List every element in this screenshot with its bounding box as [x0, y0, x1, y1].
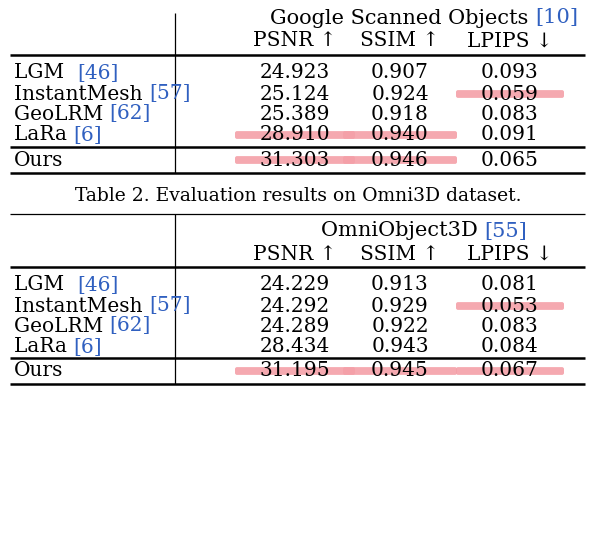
Text: 0.922: 0.922	[371, 316, 429, 336]
Text: GeoLRM: GeoLRM	[14, 316, 110, 336]
Text: SSIM ↑: SSIM ↑	[361, 32, 440, 50]
Text: PSNR ↑: PSNR ↑	[253, 32, 337, 50]
Text: LaRa: LaRa	[14, 337, 73, 357]
Text: LaRa: LaRa	[14, 126, 73, 145]
Text: 0.067: 0.067	[481, 362, 539, 381]
Text: 24.289: 24.289	[260, 316, 330, 336]
Text: [62]: [62]	[110, 316, 151, 336]
FancyBboxPatch shape	[456, 302, 564, 310]
Text: 0.065: 0.065	[481, 151, 539, 170]
Text: LGM: LGM	[14, 64, 77, 83]
Text: 31.303: 31.303	[260, 151, 330, 170]
Text: [10]: [10]	[535, 8, 578, 28]
FancyBboxPatch shape	[235, 131, 355, 139]
Text: 0.929: 0.929	[371, 296, 429, 315]
Text: 24.229: 24.229	[260, 275, 330, 295]
Text: LPIPS ↓: LPIPS ↓	[467, 244, 553, 264]
Text: 0.059: 0.059	[481, 85, 539, 104]
FancyBboxPatch shape	[235, 367, 355, 375]
Text: 25.389: 25.389	[260, 105, 330, 124]
Text: [57]: [57]	[149, 85, 190, 104]
Text: 0.907: 0.907	[371, 64, 429, 83]
Text: 25.124: 25.124	[260, 85, 330, 104]
Text: [57]: [57]	[149, 296, 190, 315]
Text: PSNR ↑: PSNR ↑	[253, 244, 337, 264]
Text: Google Scanned Objects: Google Scanned Objects	[270, 8, 535, 28]
Text: [55]: [55]	[484, 222, 527, 240]
Text: 24.923: 24.923	[260, 64, 330, 83]
Text: 0.053: 0.053	[481, 296, 539, 315]
Text: 0.093: 0.093	[481, 64, 539, 83]
Text: 0.084: 0.084	[481, 337, 539, 357]
Text: 28.434: 28.434	[260, 337, 330, 357]
Text: Ours: Ours	[14, 362, 63, 381]
Text: 0.943: 0.943	[371, 337, 429, 357]
Text: 0.946: 0.946	[371, 151, 429, 170]
Text: InstantMesh: InstantMesh	[14, 85, 149, 104]
Text: GeoLRM: GeoLRM	[14, 105, 110, 124]
Text: LGM: LGM	[14, 275, 77, 295]
Text: 0.940: 0.940	[371, 126, 429, 145]
Text: OmniObject3D: OmniObject3D	[321, 222, 484, 240]
FancyBboxPatch shape	[343, 131, 457, 139]
Text: InstantMesh: InstantMesh	[14, 296, 149, 315]
FancyBboxPatch shape	[456, 90, 564, 98]
Text: [6]: [6]	[73, 126, 102, 145]
Text: [62]: [62]	[110, 105, 151, 124]
Text: Ours: Ours	[14, 151, 63, 170]
Text: 31.195: 31.195	[260, 362, 330, 381]
Text: 0.924: 0.924	[371, 85, 429, 104]
FancyBboxPatch shape	[235, 156, 355, 164]
Text: LPIPS ↓: LPIPS ↓	[467, 32, 553, 50]
Text: 0.081: 0.081	[481, 275, 539, 295]
Text: 28.910: 28.910	[260, 126, 330, 145]
Text: Table 2. Evaluation results on Omni3D dataset.: Table 2. Evaluation results on Omni3D da…	[74, 187, 522, 205]
Text: [46]: [46]	[77, 275, 118, 295]
Text: 0.083: 0.083	[481, 316, 539, 336]
Text: 0.918: 0.918	[371, 105, 429, 124]
Text: SSIM ↑: SSIM ↑	[361, 244, 440, 264]
Text: 0.945: 0.945	[371, 362, 429, 381]
FancyBboxPatch shape	[456, 367, 564, 375]
Text: 0.913: 0.913	[371, 275, 429, 295]
Text: [46]: [46]	[77, 64, 118, 83]
Text: 0.091: 0.091	[481, 126, 539, 145]
Text: [6]: [6]	[73, 337, 102, 357]
FancyBboxPatch shape	[343, 156, 457, 164]
Text: 0.083: 0.083	[481, 105, 539, 124]
Text: 24.292: 24.292	[260, 296, 330, 315]
FancyBboxPatch shape	[343, 367, 457, 375]
